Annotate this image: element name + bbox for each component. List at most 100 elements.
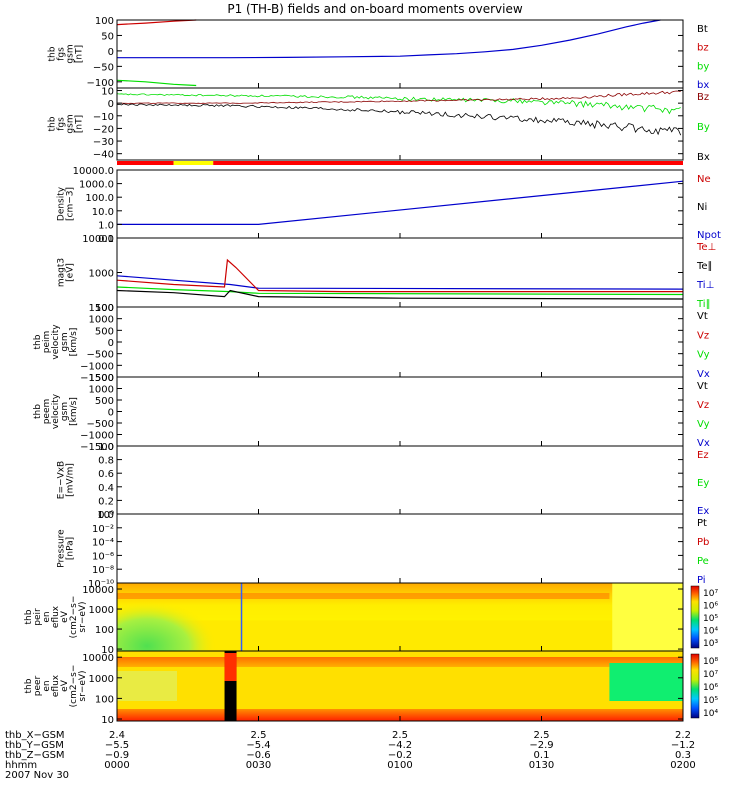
panel-peim: thb peim velocity gsm [km/s]150010005000−500… (33, 303, 710, 384)
xaxis-value: −5.4 (246, 740, 270, 751)
ytick-label: 1000 (89, 605, 114, 616)
ylabel-line: peim (42, 331, 52, 354)
legend-by: by (697, 61, 709, 72)
legend-Ne: Ne (697, 174, 711, 185)
ylabel-line: gsm (66, 44, 76, 63)
xaxis-value: 2.4 (109, 730, 125, 741)
ylabel-peim: thb peim velocity gsm [km/s] (33, 324, 79, 360)
legend-Npot: Npot (697, 230, 721, 241)
panel-temp: magt3 [eV] 10000 1000 100 Te⊥ Te∥ Ti⊥ Ti∥ (57, 234, 717, 314)
ytick-label: 100 (95, 16, 114, 27)
panel-pressure: Pressure [nPa] 10⁰ 10⁻² 10⁻⁴ 10⁻⁶ 10⁻⁸ 10⁻¹⁰ Pt P… (57, 510, 710, 590)
ytick-label: 0.4 (98, 483, 114, 494)
heatmap-green (117, 671, 177, 701)
ylabel-line: peem (42, 399, 52, 425)
ytick-label: 500 (95, 396, 114, 407)
legend-Vz: Vz (697, 330, 709, 341)
heatmap-peer (117, 651, 683, 721)
panel-frame (116, 376, 684, 447)
legend-Ti⊥: Ti⊥ (696, 280, 714, 291)
xaxis-row-label: hhmm (5, 760, 37, 771)
ytick-label: 0.1 (98, 234, 114, 245)
series-Bx (116, 103, 682, 136)
xaxis-value: 0200 (670, 760, 695, 771)
xaxis-row-label: thb_Y−GSM (5, 740, 64, 751)
panel-fgs_gse: thb fgs gsm [nT] 100 50 0 −50 −100 Bt bz by bx (48, 16, 710, 91)
legend-Pi: Pi (697, 575, 706, 586)
legend-Ni: Ni (697, 202, 707, 213)
colorbar-tick: 10⁵ (703, 614, 718, 624)
ytick-label: 100 (95, 303, 114, 314)
colorbar-tick: 10⁷ (703, 670, 718, 680)
ytick-label: 0.0 (98, 510, 114, 521)
ylabel-line: eV (60, 679, 70, 692)
ylabel-peir: thb peir en eflux eV (cm2−s− sr−eV) (24, 596, 88, 639)
legend-Bt: Bt (697, 24, 708, 35)
ytick-label: −20 (93, 124, 114, 135)
ylabel-pressure: Pressure [nPa] (57, 529, 76, 568)
ylabel-line: [km/s] (69, 397, 79, 426)
colorbar-peer: 10⁸ 10⁷ 10⁶ 10⁵ 10⁴ (690, 653, 718, 719)
panel-frame (116, 445, 684, 515)
ytick-label: 10⁻² (92, 524, 114, 535)
panel-peem: thb peem velocity gsm [km/s] 150010005000−500… (33, 373, 710, 453)
colorbar-tick: 10⁶ (703, 683, 718, 693)
ytick-label: 0 (108, 408, 114, 419)
ytick-label: 0.2 (98, 496, 114, 507)
ylabel-line: (cm2−s− (69, 596, 79, 639)
xaxis-value: −0.2 (388, 750, 412, 761)
colorbar-peir: 10⁷ 10⁶ 10⁵ 10⁴ 10³ (690, 585, 718, 649)
xaxis-value: 0.3 (675, 750, 691, 761)
status-bar-segment (213, 161, 683, 165)
ytick-label: 0.6 (98, 469, 114, 480)
panel-fgs_gsm: thb fgs gsm [nT] 100 −10−20 −30 −40 Bz By Bx (48, 87, 710, 165)
ylabel-fgs_gse: thb fgs gsm [nT] (48, 44, 85, 63)
ytick-label: 1.0 (98, 220, 114, 231)
ytick-label: 1000 (89, 315, 114, 326)
legend-Vx: Vx (697, 438, 710, 449)
ytick-label: 100 (95, 694, 114, 705)
ylabel-line: E=−VxB (57, 461, 67, 499)
ytick-label: −40 (93, 150, 114, 161)
heatmap-end (612, 583, 683, 651)
legend-bz: bz (697, 43, 709, 54)
legend-Te∥: Te∥ (696, 261, 713, 272)
legend-Pe: Pe (697, 556, 709, 567)
series-Bz (116, 90, 681, 104)
ytick-label: 10.0 (92, 207, 114, 218)
legend-Vt: Vt (697, 381, 708, 392)
xaxis-value: 0030 (246, 760, 271, 771)
ytick-label: 50 (101, 31, 114, 42)
panel-peer: thb peer en eflux eV (cm2−s− sr−eV)10⁸10⁷10⁶10… (24, 650, 718, 726)
heatmap-band (117, 657, 683, 667)
xaxis-row-label: thb_X−GSM (5, 730, 65, 741)
legend-Pt: Pt (697, 518, 707, 529)
xaxis-value: 0100 (387, 760, 412, 771)
series-bz (116, 19, 197, 26)
ylabel-line: gsm (60, 402, 70, 421)
ytick-label: 10⁻⁶ (92, 551, 114, 562)
ylabel-line: eflux (51, 605, 61, 628)
xaxis-value: −5.5 (105, 740, 129, 751)
ytick-label: 10000 (82, 653, 114, 664)
ytick-label: 10000 (82, 585, 114, 596)
ytick-label: −30 (93, 137, 114, 148)
ylabel-line: Density (57, 186, 67, 221)
ylabel-line: [mV/m] (66, 463, 76, 497)
ylabel-line: thb (48, 116, 58, 131)
legend-Vy: Vy (697, 350, 710, 361)
ylabel-line: thb (48, 46, 58, 61)
heatmap-lowflux (117, 601, 217, 651)
ytick-label: 0 (108, 338, 114, 349)
heatmap-band (117, 593, 610, 599)
heatmap-end (609, 663, 683, 701)
series-Npot (117, 180, 684, 225)
ytick-label: −500 (87, 350, 114, 361)
legend-Vy: Vy (697, 419, 710, 430)
xaxis-value: 0.1 (534, 750, 550, 761)
ytick-label: 10000.0 (73, 166, 114, 177)
ylabel-density: Density [cm−3] (57, 186, 76, 221)
xaxis-value: −1.2 (671, 740, 695, 751)
series-Te⊥ (116, 258, 683, 293)
xaxis-value: −2.9 (529, 740, 553, 751)
